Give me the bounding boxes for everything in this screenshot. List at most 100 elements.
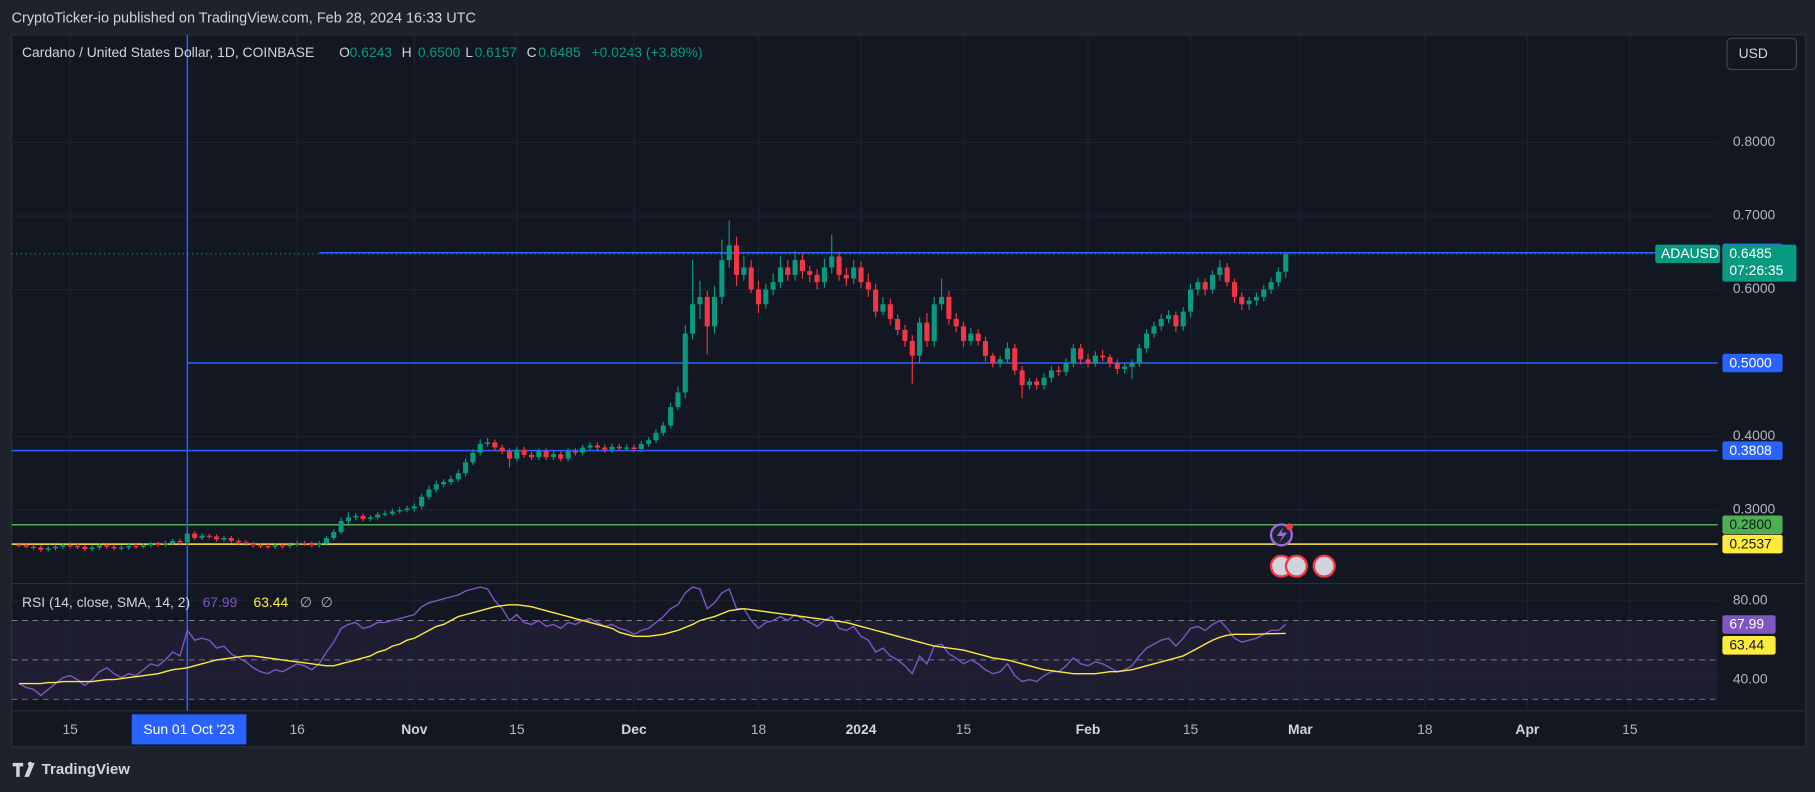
candle-body bbox=[939, 296, 945, 305]
candle-body bbox=[177, 540, 183, 543]
candle-body bbox=[485, 442, 491, 444]
crosshair-label: Sun 01 Oct '23 bbox=[143, 721, 235, 737]
candle-body bbox=[550, 454, 557, 458]
x-tick-label: 15 bbox=[1622, 721, 1638, 737]
candle-body bbox=[1173, 315, 1179, 327]
candle-body bbox=[104, 545, 110, 547]
event-dot bbox=[1286, 523, 1293, 531]
candle-body bbox=[1107, 357, 1113, 364]
candle-body bbox=[997, 359, 1003, 364]
candle-body bbox=[236, 540, 242, 543]
price-badge bbox=[1722, 353, 1783, 373]
candle-body bbox=[968, 333, 974, 341]
candle-body bbox=[441, 482, 447, 485]
candle-body bbox=[1283, 253, 1289, 272]
candle-body bbox=[265, 546, 271, 548]
candle-body bbox=[506, 451, 513, 459]
ohlc-key: H bbox=[402, 44, 412, 60]
chart-layer: 15 16 Nov 15 Dec 18 2024 15 Feb 15 Mar 18 Apr 15 0.300… bbox=[11, 34, 1806, 745]
candle-body bbox=[821, 267, 827, 283]
candle-body bbox=[880, 304, 886, 312]
candle-body bbox=[243, 542, 249, 544]
candle-body bbox=[162, 543, 168, 545]
candle-body bbox=[1034, 381, 1040, 386]
candle-body bbox=[397, 510, 403, 512]
candle-body bbox=[1187, 289, 1194, 312]
candle-body bbox=[360, 515, 366, 519]
candle-body bbox=[345, 517, 351, 522]
brand-name: TradingView bbox=[42, 761, 131, 778]
candle-body bbox=[411, 506, 417, 509]
candle-body bbox=[16, 544, 22, 546]
candle-body bbox=[785, 267, 791, 275]
candle-body bbox=[338, 521, 344, 533]
candle-body bbox=[528, 454, 535, 458]
ohlc-key: O bbox=[339, 44, 350, 60]
candle-body bbox=[272, 545, 278, 547]
candle-body bbox=[1041, 377, 1047, 386]
rsi-tick-label: 80.00 bbox=[1733, 591, 1768, 607]
candle-body bbox=[1239, 296, 1245, 305]
candle-body bbox=[807, 271, 813, 275]
candle-body bbox=[258, 545, 264, 547]
candle-body bbox=[1026, 381, 1032, 386]
candle-body bbox=[770, 282, 776, 290]
candle-body bbox=[741, 267, 747, 275]
candle-body bbox=[1070, 348, 1076, 364]
candle-body bbox=[814, 274, 820, 283]
candle-body bbox=[558, 454, 564, 459]
ohlc-value: 0.6485 bbox=[538, 44, 581, 60]
rsi-legend-value: 67.99 bbox=[203, 594, 238, 610]
candle-body bbox=[52, 546, 59, 549]
candle-body bbox=[1078, 348, 1084, 360]
candle-body bbox=[1056, 370, 1062, 372]
x-tick-label: 2024 bbox=[846, 721, 877, 737]
x-tick-label: 15 bbox=[956, 721, 972, 737]
candle-body bbox=[1012, 348, 1018, 371]
candle-body bbox=[221, 537, 227, 540]
brand-logo bbox=[12, 761, 35, 777]
candle-body bbox=[748, 267, 754, 290]
candle-body bbox=[697, 296, 703, 305]
candle-body bbox=[316, 543, 322, 546]
candle-body bbox=[1268, 282, 1274, 290]
candle-body bbox=[1151, 326, 1157, 334]
candle-body bbox=[499, 447, 505, 452]
candle-body bbox=[331, 532, 337, 538]
candle-body bbox=[367, 517, 373, 519]
price-badge bbox=[1722, 441, 1783, 460]
currency-button[interactable] bbox=[1726, 37, 1798, 71]
candle-body bbox=[1231, 282, 1238, 297]
candle-body bbox=[1063, 363, 1069, 372]
candle-body bbox=[638, 443, 644, 450]
candle-body bbox=[375, 514, 381, 518]
candle-body bbox=[455, 473, 461, 480]
candle-body bbox=[470, 452, 476, 463]
candle-body bbox=[792, 260, 798, 275]
candle-body bbox=[909, 340, 915, 356]
candle-body bbox=[74, 546, 81, 548]
candle-body bbox=[323, 537, 329, 544]
rsi-badge bbox=[1722, 615, 1776, 634]
candle-body bbox=[924, 322, 930, 341]
candle-body bbox=[668, 407, 674, 426]
candle-body bbox=[433, 484, 439, 490]
candle-body bbox=[353, 515, 359, 518]
ohlc-value: 0.6157 bbox=[475, 44, 518, 60]
candle-body bbox=[960, 326, 967, 341]
candle-body bbox=[1195, 282, 1201, 290]
chart-title: Cardano / United States Dollar, 1D, COIN… bbox=[22, 44, 314, 60]
candle-body bbox=[1224, 267, 1230, 283]
candle-body bbox=[733, 245, 740, 275]
price-badge-label: 0.2800 bbox=[1729, 516, 1772, 532]
candle-body bbox=[917, 322, 923, 356]
flag-icon[interactable] bbox=[1312, 554, 1336, 578]
candle-body bbox=[675, 392, 681, 408]
candle-body bbox=[170, 540, 176, 544]
flag-icon[interactable] bbox=[1284, 554, 1309, 578]
lightning-glyph bbox=[1276, 526, 1288, 544]
brand: TradingView bbox=[12, 761, 131, 778]
ohlc-value: 0.6500 bbox=[418, 44, 461, 60]
candle-body bbox=[543, 451, 549, 458]
candle-body bbox=[1209, 274, 1216, 290]
